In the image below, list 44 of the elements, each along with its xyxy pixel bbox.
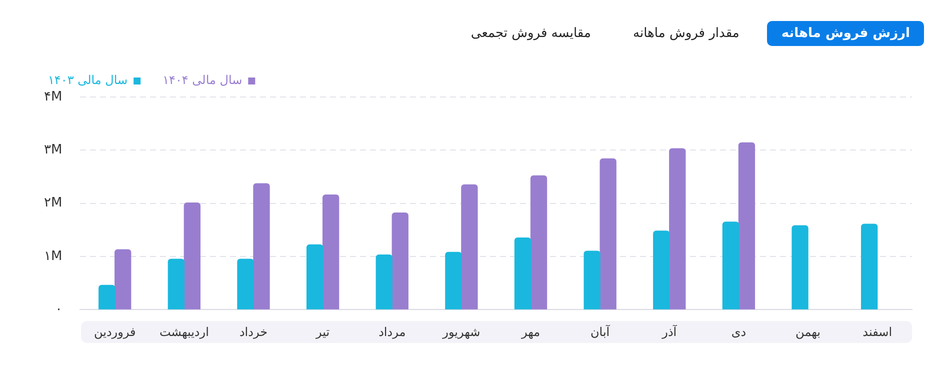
bar: [376, 254, 392, 310]
text: مقدار فروش ماهانه: [632, 25, 740, 43]
bar: [98, 284, 116, 310]
bar: [184, 202, 201, 310]
y-tick-label: ۲M: [44, 196, 62, 211]
x-tick-label: مرداد: [378, 324, 406, 339]
bar: [237, 258, 254, 310]
x-tick-label: اسفند: [862, 324, 892, 339]
x-tick-label: فروردین: [94, 324, 136, 339]
x-tick-label: تیر: [315, 324, 330, 339]
x-tick-label: خرداد: [239, 324, 268, 339]
bar: [653, 230, 670, 310]
bar: [792, 225, 808, 310]
y-tick-label: ۱M: [44, 248, 62, 264]
bar: [392, 212, 408, 310]
bar: [306, 244, 324, 310]
y-tick-label: ۴M: [44, 89, 62, 104]
y-tick-label: ۳M: [44, 142, 62, 158]
bar: [530, 175, 548, 310]
x-tick-label: دی: [731, 324, 746, 339]
bar: [514, 238, 532, 310]
bar: [114, 249, 132, 310]
x-tick-label: آذر: [661, 324, 678, 339]
x-tick-label: شهریور: [442, 324, 480, 339]
x-tick-label: آبان: [590, 324, 610, 339]
bar: [445, 252, 462, 310]
legend-label: سال مالی ۱۴۰۳: [48, 73, 128, 88]
bar: [584, 250, 600, 310]
bar: [738, 142, 756, 310]
bar: [600, 158, 616, 310]
bar: [168, 258, 185, 310]
x-tick-label: اردیبهشت: [159, 324, 209, 339]
x-tick-label: بهمن: [796, 324, 820, 339]
bar: [669, 148, 686, 310]
text: ارزش فروش ماهانه: [767, 21, 924, 46]
bar: [322, 194, 340, 310]
y-tick-label: ۰: [55, 302, 62, 317]
text: مقایسه فروش تجمعی: [470, 25, 592, 43]
bar: [253, 183, 270, 310]
bar: [861, 224, 878, 310]
bar: [461, 184, 478, 310]
legend-label: سال مالی ۱۴۰۴: [162, 73, 242, 88]
x-tick-label: مهر: [520, 324, 540, 339]
bar: [722, 222, 740, 310]
